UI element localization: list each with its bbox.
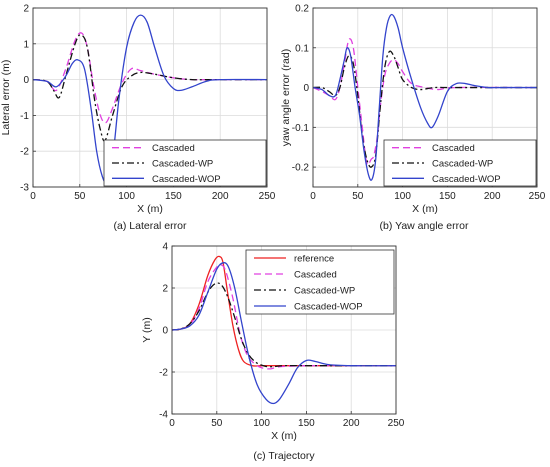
y-tick-label: -1 — [20, 111, 29, 122]
y-tick-label: 0 — [162, 326, 168, 337]
x-axis-label: X (m) — [412, 203, 438, 215]
x-tick-label: 50 — [352, 191, 364, 202]
y-tick-label: 0.2 — [295, 4, 309, 15]
legend-label: Cascaded — [152, 143, 195, 154]
x-tick-label: 0 — [169, 418, 175, 429]
x-tick-label: 150 — [439, 191, 456, 202]
y-tick-label: 0 — [303, 83, 309, 94]
series-line-cascaded — [33, 32, 267, 124]
y-tick-label: 4 — [162, 242, 168, 253]
y-tick-label: -0.2 — [292, 163, 310, 174]
x-axis-label: X (m) — [271, 430, 297, 442]
legend-label: reference — [294, 254, 334, 265]
series-line-cascaded-wop — [33, 14, 267, 182]
y-axis-label: Lateral error (m) — [0, 60, 12, 136]
legend-label: Cascaded — [294, 270, 337, 281]
legend-label: Cascaded-WOP — [152, 174, 221, 185]
axes-frame — [312, 7, 538, 188]
y-tick-label: -0.1 — [292, 123, 310, 134]
x-tick-label: 150 — [298, 418, 315, 429]
x-tick-label: 100 — [394, 191, 411, 202]
legend-label: Cascaded-WP — [432, 159, 493, 170]
y-tick-label: 0.1 — [295, 43, 309, 54]
legend-label: Cascaded — [432, 143, 475, 154]
x-tick-label: 250 — [388, 418, 405, 429]
chart-panel-2: 0 50 100 150 200 250 -0.2 -0.1 0 0.1 0.2 X (m) yaw a… — [280, 4, 546, 233]
x-tick-label: 200 — [212, 191, 229, 202]
legend-box — [245, 249, 395, 315]
y-tick-label: -3 — [20, 183, 29, 194]
x-tick-label: 100 — [118, 191, 135, 202]
y-tick-label: 1 — [23, 39, 29, 50]
series-line-cascaded-wp — [33, 34, 267, 142]
y-tick-label: 2 — [23, 4, 29, 15]
x-tick-label: 250 — [529, 191, 546, 202]
chart-panel-3: 0 50 100 150 200 250 -4 -2 0 2 4 X (m) Y (m) referenc… — [141, 242, 405, 463]
x-tick-label: 0 — [310, 191, 316, 202]
x-tick-label: 0 — [30, 191, 36, 202]
legend-label: Cascaded-WOP — [432, 174, 501, 185]
axes-frame — [171, 245, 397, 415]
panel-caption: (a) Lateral error — [114, 220, 187, 232]
x-tick-label: 100 — [253, 418, 270, 429]
x-tick-label: 150 — [165, 191, 182, 202]
x-tick-label: 50 — [74, 191, 86, 202]
chart-panel-1: 0 50 100 150 200 250 -3 -2 -1 0 1 2 X (m) Lateral err… — [0, 4, 276, 233]
series-line-cascaded-wp — [172, 282, 396, 368]
x-tick-label: 200 — [343, 418, 360, 429]
panel-caption: (c) Trajectory — [253, 450, 315, 462]
series-line-cascaded-wop — [313, 13, 537, 181]
series-line-cascaded-wop — [172, 262, 396, 405]
x-tick-label: 200 — [484, 191, 501, 202]
x-axis-label: X (m) — [137, 203, 163, 215]
series-line-cascaded — [172, 263, 396, 370]
x-tick-label: 50 — [211, 418, 223, 429]
panel-caption: (b) Yaw angle error — [380, 220, 469, 232]
y-axis-label: Y (m) — [141, 317, 153, 342]
y-tick-label: 2 — [162, 284, 168, 295]
legend-label: Cascaded-WP — [294, 286, 355, 297]
legend-label: Cascaded-WP — [152, 159, 213, 170]
x-tick-label: 250 — [259, 191, 276, 202]
y-tick-label: -2 — [20, 147, 29, 158]
y-axis-label: yaw angle error (rad) — [280, 49, 292, 146]
y-tick-label: -2 — [159, 368, 168, 379]
legend-label: Cascaded-WOP — [294, 302, 363, 313]
y-tick-label: 0 — [23, 75, 29, 86]
y-tick-label: -4 — [159, 410, 168, 421]
axes-frame — [32, 7, 268, 188]
